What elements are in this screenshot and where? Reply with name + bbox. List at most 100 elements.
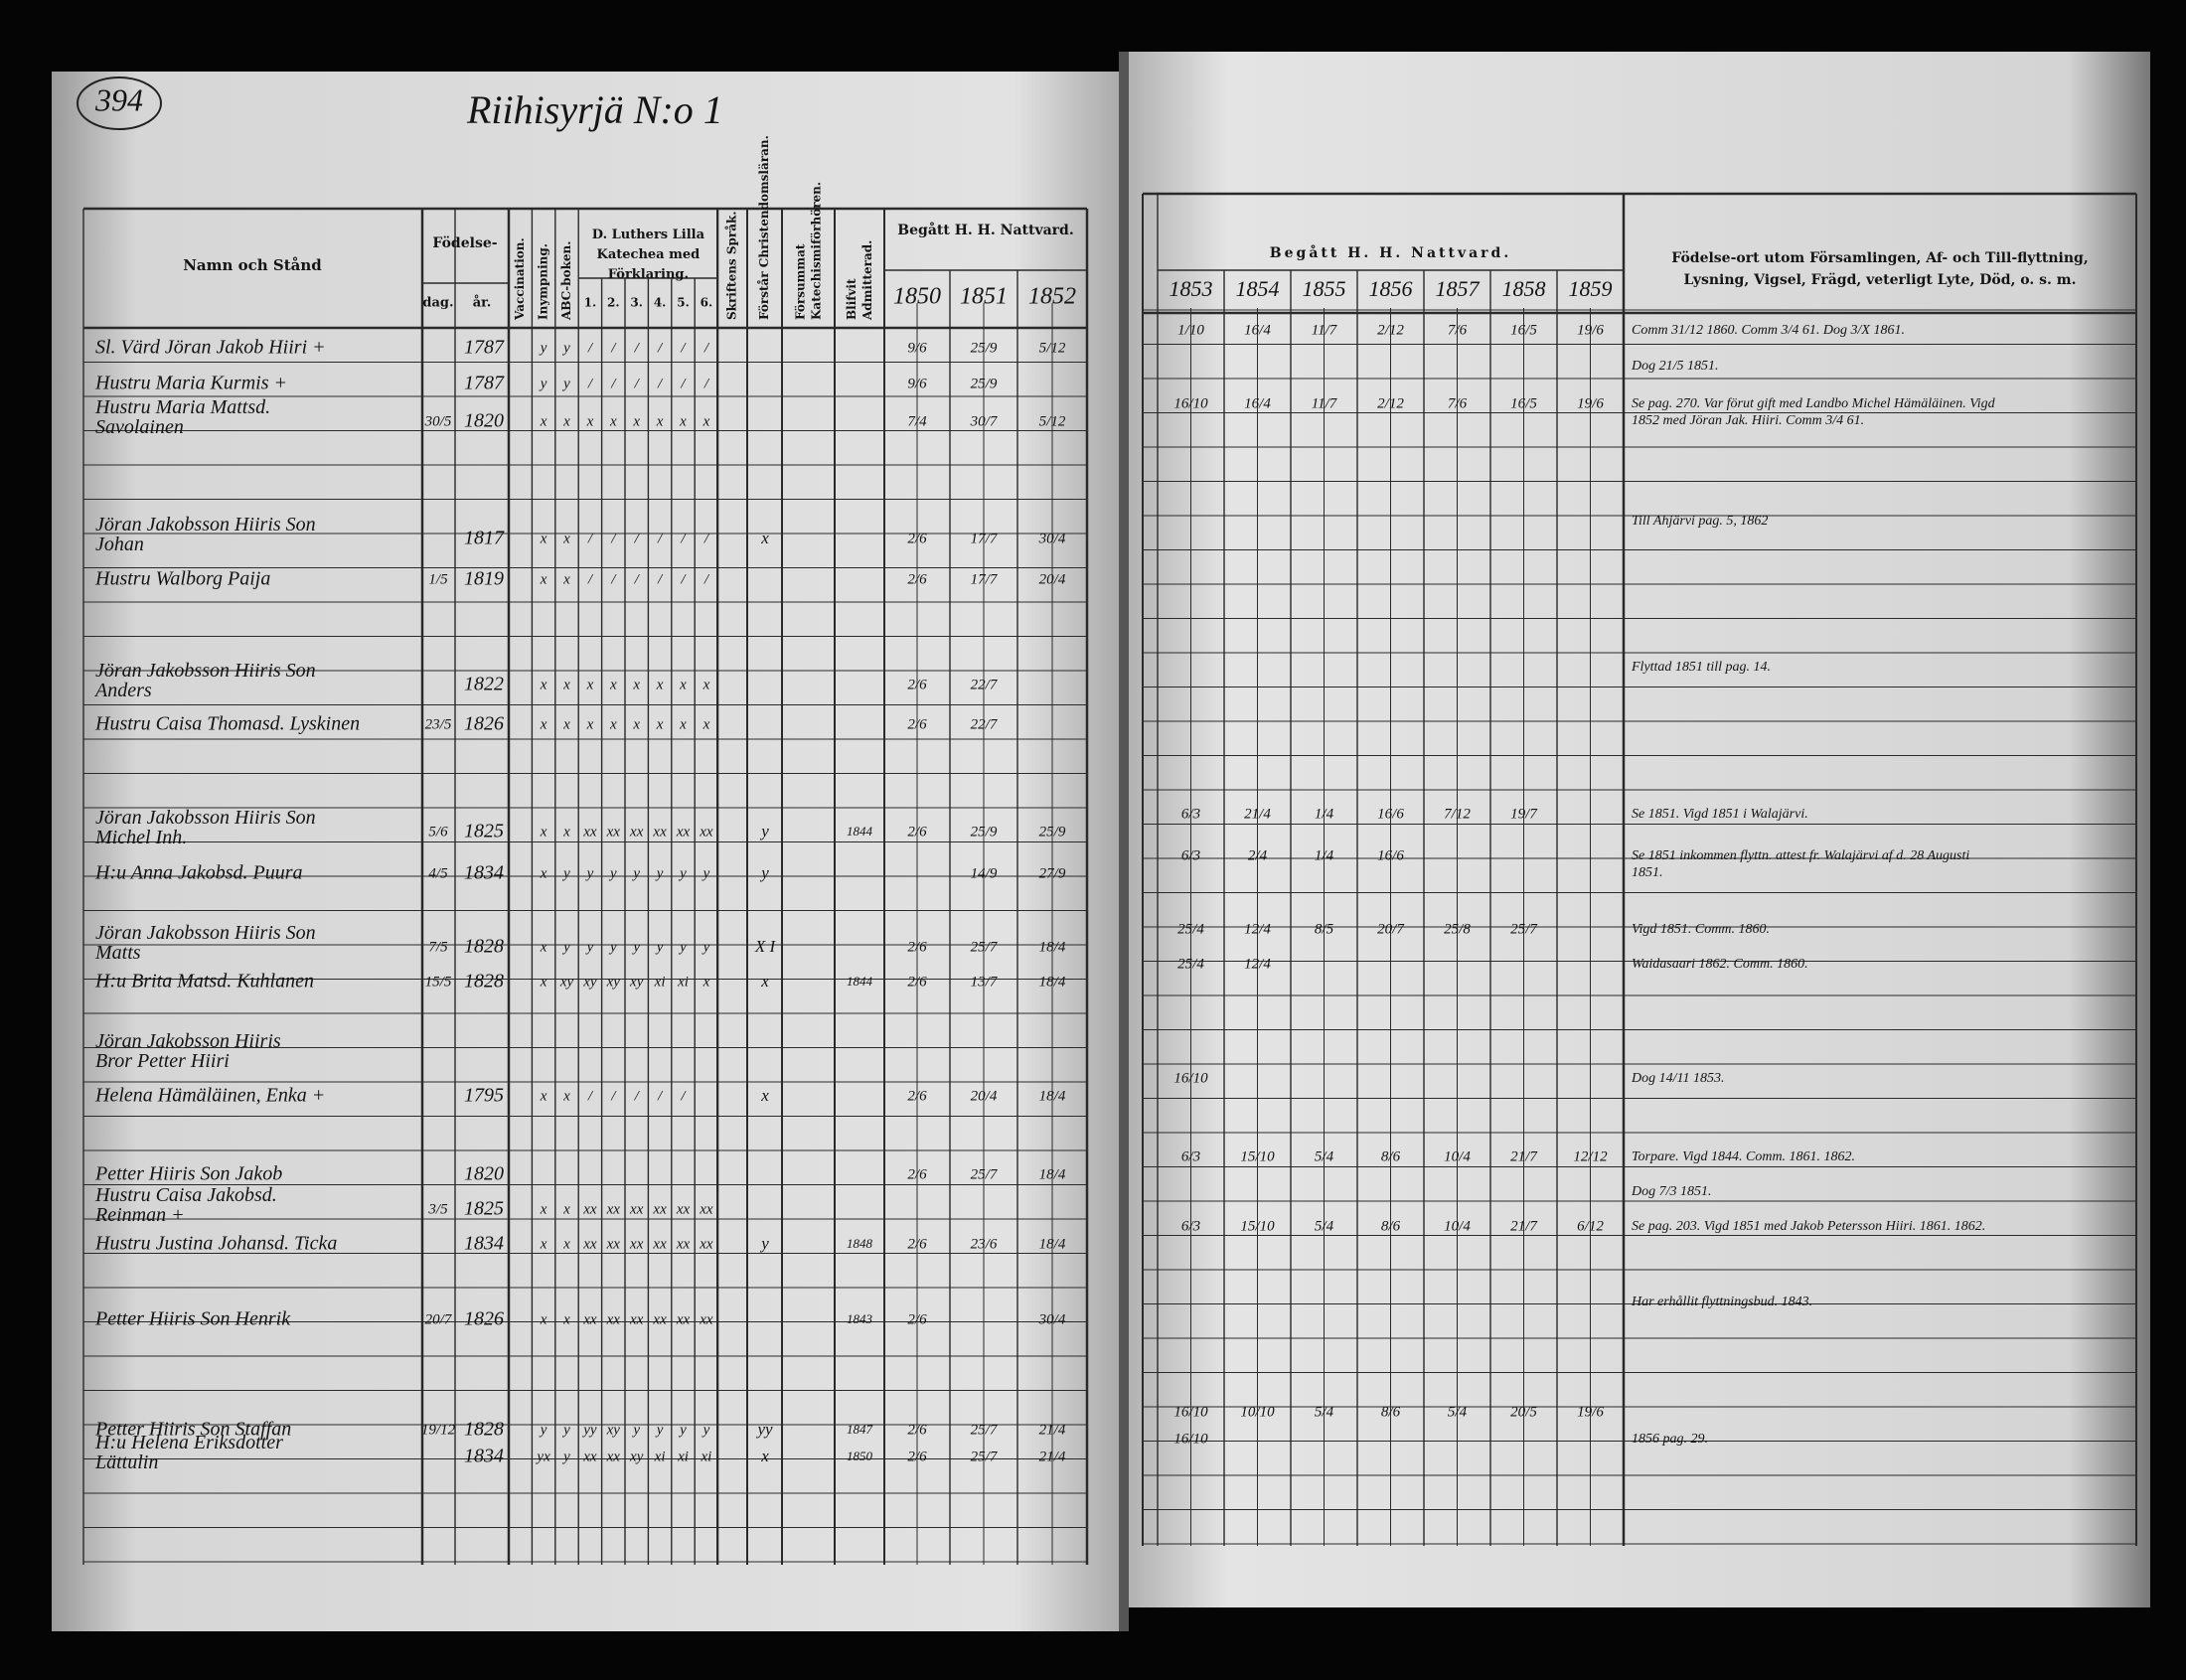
birth-year: 1795 <box>464 1085 504 1107</box>
note: Dog 21/5 1851. <box>1631 359 1719 374</box>
mark: xx <box>582 1201 597 1217</box>
note: Flyttad 1851 till pag. 14. <box>1631 660 1771 675</box>
mark: / <box>587 340 594 356</box>
year-header: 1854 <box>1236 276 1280 301</box>
mark: y <box>631 865 640 881</box>
communion-date: 30/4 <box>1038 531 1066 546</box>
mark: xx <box>606 1201 621 1217</box>
mark: x <box>586 413 594 429</box>
birth-year: 1834 <box>464 862 504 884</box>
communion-date: 19/6 <box>1577 1404 1604 1420</box>
mark: xx <box>699 1236 713 1252</box>
mark: x <box>540 571 547 587</box>
mark: xx <box>652 1311 667 1327</box>
mark: xx <box>629 1201 644 1217</box>
birth-day: 7/5 <box>428 939 448 955</box>
note: Se pag. 203. Vigd 1851 med Jakob Peterss… <box>1632 1219 1985 1234</box>
communion-date: 5/4 <box>1315 1404 1334 1420</box>
mark: xx <box>629 1311 644 1327</box>
person-name: Hustru Maria Kurmis + <box>94 373 287 394</box>
mark: xx <box>582 1449 597 1464</box>
header: Begått H. H. Nattvard. <box>1270 243 1511 261</box>
header: år. <box>473 295 492 311</box>
mark: / <box>657 1088 664 1104</box>
mark: x <box>562 677 570 692</box>
birth-year: 1822 <box>464 674 504 695</box>
mark: / <box>657 376 664 391</box>
mark: y <box>655 1422 664 1438</box>
mark: / <box>680 340 687 356</box>
note: Dog 7/3 1851. <box>1631 1184 1712 1199</box>
note: Se pag. 270. Var förut gift med Landbo M… <box>1632 396 1996 428</box>
communion-date: 19/6 <box>1577 395 1604 411</box>
mark: / <box>587 531 594 546</box>
communion-date: 6/3 <box>1181 1218 1200 1234</box>
mark: x <box>703 413 710 429</box>
mark: / <box>657 571 664 587</box>
communion-date: 19/6 <box>1577 322 1604 338</box>
birth-day: 4/5 <box>428 865 448 881</box>
communion-date: 5/4 <box>1315 1218 1334 1234</box>
header: D. Luthers Lilla Katechea med Förklaring. <box>592 228 705 282</box>
header: Begått H. H. Nattvard. <box>897 221 1073 238</box>
communion-date: 27/9 <box>1039 865 1066 881</box>
communion-date: 6/3 <box>1181 847 1200 863</box>
mark: x <box>679 677 687 692</box>
mark: xx <box>699 1201 713 1217</box>
note: Dog 14/11 1853. <box>1631 1071 1724 1086</box>
communion-date: 2/6 <box>907 974 927 990</box>
header: 5. <box>677 296 690 310</box>
communion-date: 25/9 <box>971 824 998 840</box>
communion-date: 21/7 <box>1510 1148 1538 1164</box>
person-name: Sl. Värd Jöran Jakob Hiiri + <box>95 337 326 359</box>
mark: x <box>540 974 547 990</box>
communion-date: 18/4 <box>1039 974 1066 990</box>
communion-date: 17/7 <box>971 531 999 546</box>
header-vertical: Förstår Christendomsläran. <box>756 135 771 320</box>
communion-date: 19/7 <box>1510 806 1538 822</box>
mark: xx <box>676 1311 691 1327</box>
admitted: 1848 <box>847 1236 873 1251</box>
mark: xx <box>676 824 691 840</box>
birth-year: 1828 <box>464 1419 504 1441</box>
communion-date: 1/10 <box>1177 322 1204 338</box>
mark: x <box>540 531 547 546</box>
mark: x <box>540 865 547 881</box>
communion-date: 21/7 <box>1510 1218 1538 1234</box>
communion-date: 8/5 <box>1315 921 1334 937</box>
birth-day: 30/5 <box>424 413 452 429</box>
communion-date: 30/4 <box>1038 1311 1066 1327</box>
mark: / <box>680 571 687 587</box>
mark: xx <box>652 1236 667 1252</box>
understands: y <box>759 863 769 882</box>
mark: / <box>680 531 687 546</box>
mark: xx <box>699 1311 713 1327</box>
note: Comm 31/12 1860. Comm 3/4 61. Dog 3/X 18… <box>1632 323 1905 338</box>
header-vertical: Vaccination. <box>513 237 527 321</box>
communion-date: 2/6 <box>907 531 927 546</box>
header: 1. <box>584 296 597 310</box>
communion-date: 22/7 <box>971 677 999 692</box>
communion-date: 2/12 <box>1377 322 1404 338</box>
communion-date: 7/4 <box>907 413 927 429</box>
person-name: Jöran Jakobsson Hiiris Son Matts <box>94 922 316 964</box>
mark: y <box>655 939 664 955</box>
communion-date: 1/4 <box>1315 847 1334 863</box>
mark: xx <box>652 824 667 840</box>
communion-date: 16/4 <box>1244 322 1271 338</box>
header: Namn och Stånd <box>183 256 322 274</box>
mark: y <box>678 939 687 955</box>
communion-date: 2/6 <box>907 677 927 692</box>
mark: x <box>656 677 664 692</box>
note: Se 1851. Vigd 1851 i Walajärvi. <box>1632 807 1808 822</box>
mark: / <box>680 1088 687 1104</box>
communion-date: 22/7 <box>971 716 999 732</box>
mark: y <box>678 865 687 881</box>
mark: x <box>540 413 547 429</box>
year-header: 1850 <box>893 284 941 310</box>
communion-date: 7/6 <box>1448 322 1468 338</box>
mark: / <box>610 340 617 356</box>
mark: x <box>540 716 547 732</box>
mark: xi <box>654 1449 666 1464</box>
year-header: 1857 <box>1436 276 1481 301</box>
